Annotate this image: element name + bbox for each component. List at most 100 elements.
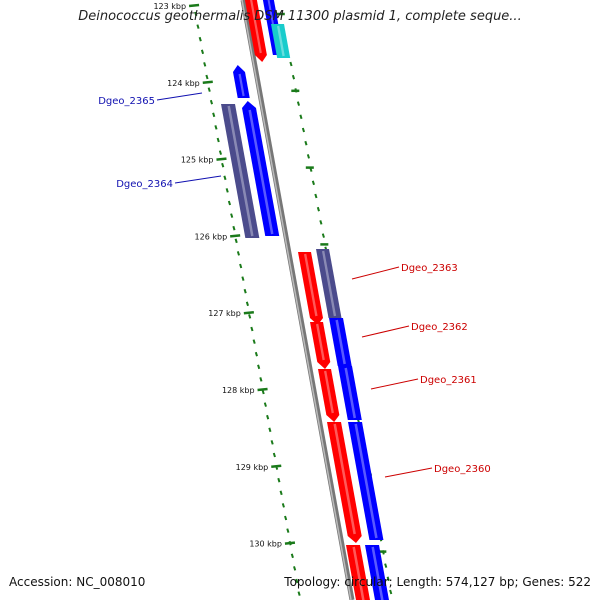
kbp-tick-label: 125 kbp (181, 156, 214, 165)
backbone-line (240, 0, 355, 600)
guide-dot (198, 36, 202, 42)
gene-label-dgeo-2361: Dgeo_2361 (420, 375, 477, 386)
guide-dot (321, 233, 325, 238)
kbp-tick (202, 80, 213, 85)
gene-dgeo-2365 (233, 65, 250, 98)
kbp-tick-label: 129 kbp (236, 463, 269, 472)
guide-dot (277, 477, 281, 483)
kbp-tick (188, 3, 200, 8)
guide-dot (194, 11, 198, 17)
guide-dot (270, 440, 274, 445)
gene-dgeo-2360 (348, 422, 384, 540)
guide-dot (252, 339, 256, 344)
guide-dot (263, 402, 267, 407)
guide-dot (241, 276, 245, 281)
gene-dgeo-2363 (316, 249, 342, 318)
kbp-tick-label: 123 kbp (153, 2, 186, 11)
kbp-tick (216, 157, 227, 161)
gene-cds-reverse-shine (371, 546, 384, 600)
guide-dot (227, 200, 232, 206)
guide-dot (319, 220, 323, 225)
guide-dot (236, 251, 240, 256)
gene-label-dgeo-2364: Dgeo_2364 (116, 179, 173, 190)
gene-label-leader (361, 325, 410, 338)
guide-dot (316, 206, 320, 212)
guide-dot (234, 238, 238, 244)
gene-label-dgeo-2365: Dgeo_2365 (98, 96, 155, 107)
gene-dgeo-2362-shine (335, 319, 346, 365)
guide-dot (214, 125, 218, 130)
backbone-highlight (241, 0, 352, 600)
guide-dot (248, 314, 252, 319)
gene-dgeo-2360-cds (327, 422, 362, 543)
guide-dot (286, 528, 290, 533)
kbp-tick (284, 541, 296, 545)
guide-dot (314, 193, 318, 199)
gene-cds-forward (346, 545, 370, 600)
guide-dot (266, 414, 270, 420)
genome-summary-text: Topology: circular; Length: 574,127 bp; … (284, 575, 591, 589)
guide-dot (254, 351, 258, 357)
guide-dot (230, 213, 234, 218)
gene-dgeo-2360-shine (354, 423, 378, 539)
map-title: Deinococcus geothermalis DSM 11300 plasm… (78, 9, 522, 24)
guide-dot (207, 87, 211, 92)
guide-dot (221, 162, 225, 168)
gene-other (271, 24, 291, 58)
guide-dot (239, 263, 243, 269)
kbp-tick-label: 126 kbp (195, 232, 228, 241)
gene-label-leader (156, 92, 203, 101)
guide-dot (225, 188, 229, 193)
guide-dot (279, 490, 283, 496)
guide-dot (268, 427, 272, 433)
guide-dot (306, 154, 310, 159)
guide-dot (284, 515, 288, 521)
gene-dgeo-2361-cds-shine (323, 370, 334, 414)
guide-dot (196, 24, 200, 29)
gene-other-shine (276, 25, 285, 57)
guide-dot (218, 150, 223, 155)
gene-label-leader (351, 266, 400, 280)
guide-dot (291, 74, 296, 80)
gene-dgeo-2362-cds (310, 322, 331, 369)
gene-dgeo-2362-cds-shine (315, 323, 325, 361)
kbp-tick (271, 464, 282, 469)
guide-dot (257, 364, 261, 370)
guide-dot (216, 137, 220, 143)
gene-cds-forward-shine (250, 0, 262, 54)
guide-dot (299, 114, 303, 120)
gene-dgeo-2364-cds (242, 101, 280, 236)
kbp-tick (230, 234, 241, 238)
guide-dot (293, 566, 297, 571)
gene-dgeo-2362 (329, 318, 352, 366)
gene-dgeo-2361 (338, 366, 362, 420)
accession-text: Accession: NC_008010 (9, 575, 146, 589)
kbp-tick-label: 124 kbp (167, 79, 200, 88)
guide-dot (259, 377, 263, 382)
gene-dgeo-2364 (221, 104, 260, 238)
kbp-tick (257, 387, 268, 392)
gene-dgeo-2363-cds-shine (303, 253, 318, 317)
gene-dgeo-2361-shine (344, 367, 357, 419)
gene-dgeo-2364-cds-shine (248, 109, 274, 235)
guide-dot (389, 589, 393, 595)
gene-dgeo-2360-cds-shine (333, 423, 356, 535)
gene-dgeo-2364-shine (227, 105, 254, 237)
gene-label-dgeo-2360: Dgeo_2360 (434, 464, 491, 475)
guide-dot (384, 563, 388, 568)
gene-dgeo-2363-cds (298, 252, 323, 325)
kbp-tick-label: 130 kbp (249, 540, 282, 549)
gene-cds-forward (244, 0, 267, 62)
guide-dot (209, 99, 214, 105)
gene-dgeo-2365-shine (238, 73, 245, 97)
gene-label-leader (384, 467, 433, 478)
guide-dot (243, 288, 247, 294)
gene-cds-forward-shine (352, 546, 365, 600)
gene-label-leader (370, 378, 419, 390)
kbp-tick-label: 128 kbp (222, 386, 255, 395)
guide-dot (297, 591, 301, 596)
guide-dot (386, 576, 390, 582)
guide-dot (245, 301, 249, 307)
guide-dot (223, 175, 227, 181)
